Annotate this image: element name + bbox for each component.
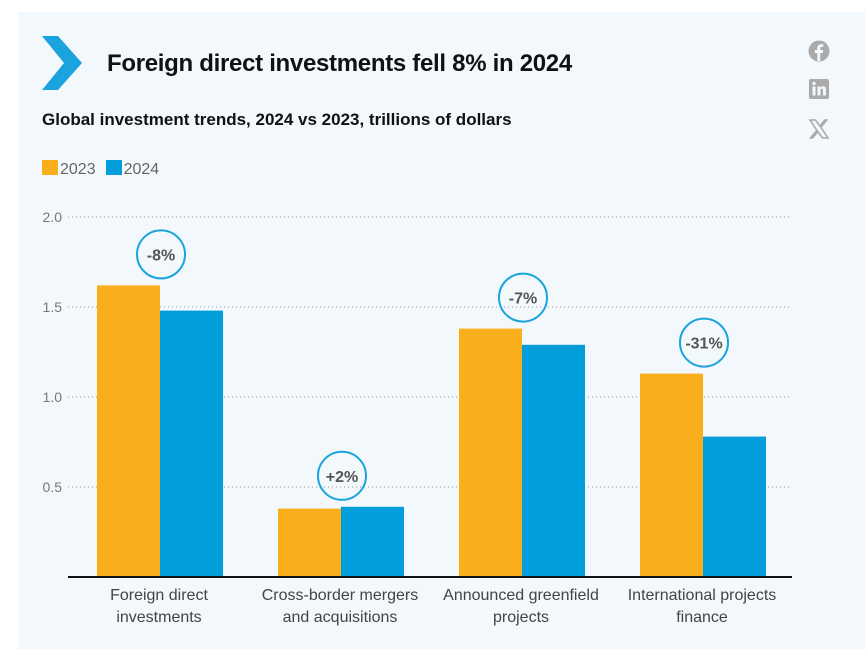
change-circle: [136, 229, 186, 280]
bar-2024: [703, 436, 766, 577]
x-tick-label: finance: [676, 609, 728, 626]
x-tick-label: Announced greenfield: [443, 587, 599, 604]
change-circle: [317, 450, 367, 501]
bar-2024: [341, 506, 404, 577]
x-tick-label: Cross-border mergers: [262, 587, 418, 604]
x-icon[interactable]: [808, 118, 830, 140]
linkedin-icon[interactable]: [808, 78, 830, 100]
x-tick-label: and acquisitions: [283, 609, 398, 626]
change-circle: [679, 317, 729, 368]
legend-item-2023: 2023: [42, 160, 96, 179]
change-label: -7%: [509, 291, 537, 308]
bar-2023: [640, 373, 703, 577]
x-tick-label: investments: [116, 609, 201, 626]
x-tick-label: International projects: [628, 587, 777, 604]
change-label: -8%: [147, 247, 175, 264]
y-tick-label: 2.0: [43, 209, 63, 225]
bar-2024: [160, 310, 223, 577]
y-tick-label: 1.0: [43, 389, 63, 405]
bar-2023: [278, 508, 341, 577]
x-tick-label: projects: [493, 609, 549, 626]
chart-title: Foreign direct investments fell 8% in 20…: [107, 50, 572, 77]
legend-item-2024: 2024: [105, 160, 159, 179]
bar-2023: [459, 328, 522, 577]
y-tick-label: 0.5: [43, 479, 63, 495]
x-tick-label: Foreign direct: [110, 587, 208, 604]
y-tick-label: 1.5: [43, 299, 63, 315]
change-label: +2%: [326, 469, 358, 486]
chart-subtitle: Global investment trends, 2024 vs 2023, …: [42, 110, 512, 129]
change-circle: [498, 272, 548, 323]
bar-2024: [522, 344, 585, 577]
chevron-logo-icon: [42, 36, 82, 90]
change-label: -31%: [685, 336, 722, 353]
legend: 2023 2024: [42, 160, 159, 179]
facebook-icon[interactable]: [808, 40, 830, 62]
bar-2023: [97, 285, 160, 577]
